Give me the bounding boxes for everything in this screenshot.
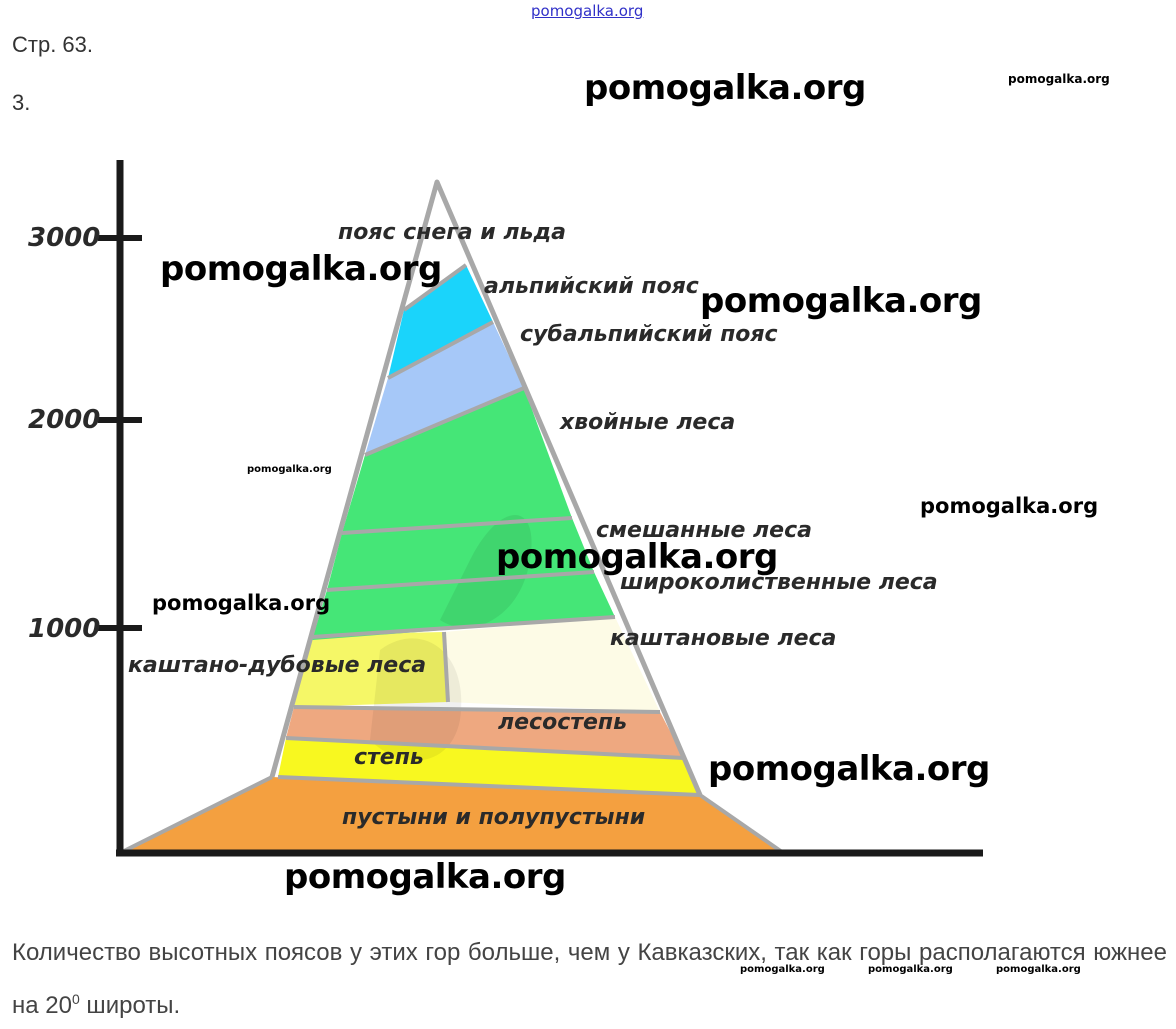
answer-text: Количество высотных поясов у этих гор бо… <box>12 939 1167 1019</box>
zone-fill-subalpine <box>365 322 524 455</box>
y-tick-label-2000: 2000 <box>28 405 100 435</box>
zone-label-snow-ice: пояс снега и льда <box>338 220 566 245</box>
watermark: pomogalka.org <box>152 591 331 615</box>
zone-fill-alpine <box>388 265 493 378</box>
zone-label-forest-steppe: лесостепь <box>498 710 627 735</box>
watermark: pomogalka.org <box>996 964 1081 975</box>
zone-fill-forest-steppe <box>286 707 684 758</box>
zone-label-alpine: альпийский пояс <box>484 274 699 299</box>
zone-label-coniferous: хвойные леса <box>559 410 735 435</box>
zone-label-chestnut-oak: каштано-дубовые леса <box>128 653 426 678</box>
watermark: pomogalka.org <box>920 494 1099 518</box>
zone-label-mixed: смешанные леса <box>596 518 812 543</box>
background-logo-shape <box>440 515 532 628</box>
watermark: pomogalka.org <box>700 281 982 321</box>
top-site-link[interactable]: pomogalka.org <box>531 2 644 20</box>
zone-label-subalpine: субальпийский пояс <box>520 322 778 347</box>
watermark: pomogalka.org <box>160 249 442 289</box>
zone-fill-chestnut-oak <box>294 632 448 707</box>
mountain-outline <box>269 179 703 796</box>
watermark: pomogalka.org <box>247 464 332 475</box>
zone-fill-deserts <box>122 777 782 852</box>
watermark: pomogalka.org <box>284 857 566 897</box>
watermark: pomogalka.org <box>868 964 953 975</box>
watermark: pomogalka.org <box>584 68 866 108</box>
zone-fill-broadleaf <box>312 572 615 640</box>
answer-text-end: широты. <box>79 992 181 1019</box>
watermark: pomogalka.org <box>740 964 825 975</box>
zone-label-deserts: пустыни и полупустыни <box>342 805 645 830</box>
zone-fill-coniferous <box>342 388 572 533</box>
background-logo-shape <box>370 638 462 761</box>
zone-label-steppe: степь <box>354 745 424 770</box>
zone-label-chestnut: каштановые леса <box>610 626 836 651</box>
zone-fill-mixed <box>327 518 594 590</box>
answer-paragraph: Количество высотных поясов у этих гор бо… <box>12 930 1167 1029</box>
zone-label-broadleaf: широколиственные леса <box>620 570 938 595</box>
watermark: pomogalka.org <box>1008 72 1110 86</box>
y-tick-label-3000: 3000 <box>28 223 100 253</box>
watermark: pomogalka.org <box>708 749 990 789</box>
watermark: pomogalka.org <box>496 537 778 577</box>
degree-superscript: 0 <box>71 991 80 1007</box>
zone-fill-chestnut <box>444 617 660 712</box>
y-tick-label-1000: 1000 <box>28 614 100 644</box>
task-number: 3. <box>12 90 31 115</box>
page-reference: Стр. 63. <box>12 32 94 57</box>
